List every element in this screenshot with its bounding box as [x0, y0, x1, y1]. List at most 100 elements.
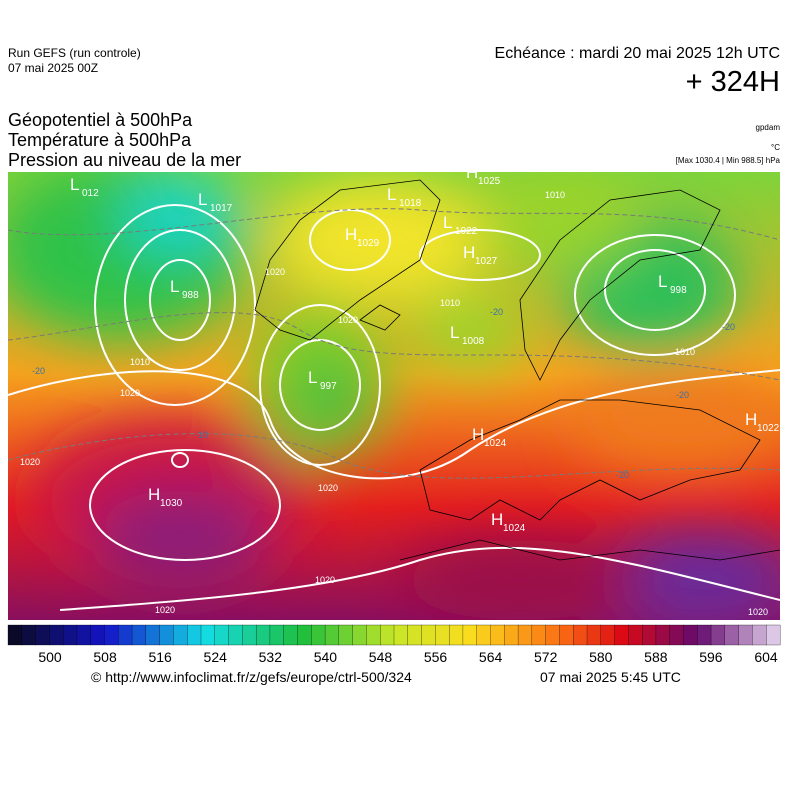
isobar-label: 1010	[440, 298, 460, 308]
footer-timestamp: 07 mai 2025 5:45 UTC	[540, 669, 681, 685]
center-pressure: 1024	[503, 523, 526, 534]
colorbar-swatch	[462, 624, 478, 646]
colorbar-label: 604	[754, 649, 778, 665]
colorbar-swatch	[573, 624, 588, 646]
lead-time: + 324H	[685, 66, 780, 98]
colorbar-label: 588	[644, 649, 668, 665]
center-pressure: 1022	[455, 226, 478, 237]
colorbar-label: 524	[204, 649, 228, 665]
colorbar-swatch	[283, 624, 298, 646]
center-type: L	[308, 368, 317, 387]
colorbar-swatch	[35, 624, 50, 646]
colorbar-swatch	[49, 624, 64, 646]
colorbar-swatch	[297, 624, 312, 646]
colorbar-label: 500	[38, 649, 62, 665]
isobar-label: 1020	[748, 607, 768, 617]
colorbar-swatch	[104, 624, 119, 646]
isobar-label: 1020	[120, 388, 140, 398]
colorbar-swatch	[504, 624, 519, 646]
colorbar-swatch	[490, 624, 505, 646]
colorbar-swatch	[366, 624, 381, 646]
center-pressure: 1027	[475, 256, 498, 267]
colorbar-swatch	[187, 624, 202, 646]
colorbar-swatch	[435, 624, 450, 646]
colorbar-swatch	[62, 624, 78, 646]
center-type: H	[491, 510, 503, 529]
center-type: L	[443, 213, 452, 232]
isobar-label: 1020	[338, 315, 358, 325]
center-pressure: 998	[670, 285, 687, 296]
colorbar-label: 556	[424, 649, 448, 665]
field-2: Température à 500hPa	[8, 130, 192, 150]
colorbar-swatch	[228, 624, 243, 646]
run-label: Run GEFS (run controle)	[8, 46, 141, 60]
valid-time: Echéance : mardi 20 mai 2025 12h UTC	[494, 45, 780, 62]
colorbar-swatch	[614, 624, 629, 646]
colorbar-swatch	[697, 624, 712, 646]
colorbar-swatch	[21, 624, 37, 646]
isobar-label: 1010	[130, 357, 150, 367]
colorbar-label: 580	[589, 649, 613, 665]
colorbar-swatch	[517, 624, 533, 646]
colorbar-swatch	[655, 624, 671, 646]
colorbar-swatch	[407, 624, 423, 646]
colorbar-swatch	[600, 624, 616, 646]
colorbar-swatch	[559, 624, 574, 646]
colorbar-swatch	[586, 624, 602, 646]
colorbar-swatch	[393, 624, 409, 646]
colorbar-swatch	[76, 624, 92, 646]
isotherm-label: -20	[676, 390, 689, 400]
run-date: 07 mai 2025 00Z	[8, 61, 99, 75]
colorbar-swatch	[131, 624, 147, 646]
colorbar-swatch	[145, 624, 161, 646]
colorbar-label: 548	[369, 649, 393, 665]
field	[8, 172, 780, 620]
colorbar-swatch	[710, 624, 726, 646]
colorbar-label: 540	[314, 649, 338, 665]
center-pressure: 1024	[484, 438, 507, 449]
isobar-label: 1020	[265, 267, 285, 277]
colorbar-swatch	[766, 624, 781, 646]
center-type: H	[463, 243, 475, 262]
colorbar-swatch	[269, 624, 285, 646]
center-pressure: 1025	[478, 176, 501, 187]
center-type: H	[472, 425, 484, 444]
isotherm-label: -20	[490, 307, 503, 317]
footer-url: © http://www.infoclimat.fr/z/gefs/europe…	[91, 669, 412, 685]
center-pressure: 1030	[160, 498, 183, 509]
colorbar-swatch	[324, 624, 340, 646]
colorbar-swatch	[476, 624, 491, 646]
colorbar-swatch	[311, 624, 326, 646]
colorbar-swatch	[421, 624, 436, 646]
colorbar-swatch	[738, 624, 753, 646]
colorbar-swatch	[173, 624, 188, 646]
center-pressure: 1017	[210, 203, 233, 214]
center-type: H	[345, 225, 357, 244]
colorbar-label: 532	[259, 649, 283, 665]
isobar-label: 1020	[20, 457, 40, 467]
colorbar-swatch	[531, 624, 547, 646]
center-type: L	[170, 277, 179, 296]
center-pressure: 988	[182, 290, 199, 301]
unit-gpdam: gpdam	[755, 123, 780, 132]
colorbar-swatch	[352, 624, 367, 646]
isotherm-label: -10	[195, 430, 208, 440]
isotherm-label: -20	[32, 366, 45, 376]
center-pressure: 1022	[757, 423, 780, 434]
center-type: L	[70, 175, 79, 194]
isobar-label: 1020	[315, 575, 335, 585]
colorbar-swatch	[255, 624, 271, 646]
colorbar-swatch	[118, 624, 133, 646]
colorbar-label: 564	[479, 649, 503, 665]
center-pressure: 1008	[462, 336, 485, 347]
center-type: H	[466, 163, 478, 182]
colorbar-swatch	[200, 624, 216, 646]
colorbar-swatch	[669, 624, 684, 646]
center-pressure: 1018	[399, 198, 422, 209]
center-type: H	[745, 410, 757, 429]
colorbar-label: 572	[534, 649, 558, 665]
colorbar-swatch	[90, 624, 105, 646]
